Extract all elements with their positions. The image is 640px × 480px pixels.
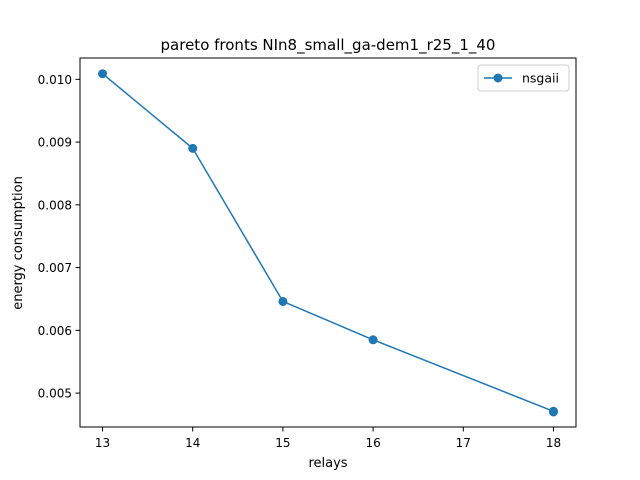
legend-marker (493, 73, 503, 83)
y-axis-label: energy consumption (11, 176, 26, 310)
data-point (368, 335, 378, 345)
y-tick-label: 0.008 (38, 198, 72, 212)
y-tick-label: 0.006 (38, 324, 72, 338)
y-tick-label: 0.010 (38, 73, 72, 87)
y-tick-label: 0.009 (38, 136, 72, 150)
legend-label: nsgaii (522, 71, 559, 86)
y-tick-label: 0.007 (38, 261, 72, 275)
x-tick-label: 16 (365, 436, 380, 450)
x-tick-label: 17 (456, 436, 471, 450)
x-tick-label: 15 (275, 436, 290, 450)
chart-title: pareto fronts NIn8_small_ga-dem1_r25_1_4… (161, 36, 496, 55)
legend: nsgaii (477, 64, 570, 92)
x-axis-label: relays (308, 456, 347, 471)
x-tick-label: 13 (95, 436, 110, 450)
plot-frame (79, 57, 577, 428)
plot-area (80, 58, 576, 427)
ticks-layer: 13 14 15 16 17 18 0.005 0.006 0.007 0.008 0.009 0.0… (38, 73, 561, 450)
data-point (278, 296, 288, 306)
x-tick-label: 18 (546, 436, 561, 450)
data-point (98, 69, 108, 79)
series-layer (98, 69, 558, 417)
legend-box (477, 64, 570, 92)
y-tick-label: 0.005 (38, 387, 72, 401)
x-tick-label: 14 (185, 436, 200, 450)
data-point (188, 143, 198, 153)
data-point (548, 407, 558, 417)
